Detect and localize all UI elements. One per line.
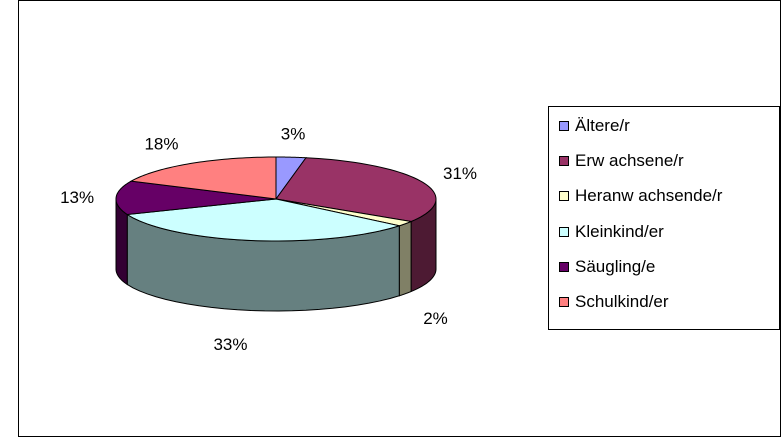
data-label: 13% (60, 188, 94, 207)
legend-swatch (559, 191, 569, 201)
legend-item: Kleinkind/er (559, 222, 664, 242)
legend-swatch (559, 297, 569, 307)
legend-label: Heranw achsende/r (575, 186, 723, 205)
pie-labels: 3% 31% 2% 33% 13% 18% (60, 124, 477, 354)
legend-swatch (559, 121, 569, 131)
legend-label: Ältere/r (575, 116, 630, 135)
pie-slice (115, 180, 277, 215)
pie-top-faces (115, 156, 437, 242)
legend-label: Kleinkind/er (575, 222, 664, 241)
pie-side-wall (398, 220, 412, 297)
legend-item: Ältere/r (559, 116, 630, 136)
pie-slice (129, 156, 277, 200)
pie-side-walls (115, 198, 437, 312)
pie-slice (275, 198, 413, 227)
legend-item: Schulkind/er (559, 292, 669, 312)
data-label: 33% (213, 335, 247, 354)
legend-label: Säugling/e (575, 257, 656, 276)
legend-swatch (559, 227, 569, 237)
legend-swatch (559, 156, 569, 166)
data-label: 18% (144, 134, 178, 153)
legend-item: Heranw achsende/r (559, 186, 722, 206)
legend-item: Säugling/e (559, 257, 655, 277)
legend-item: Erw achsene/r (559, 151, 684, 171)
pie-slice (125, 198, 402, 242)
legend-label: Erw achsene/r (575, 151, 684, 170)
data-label: 3% (281, 124, 306, 143)
legend-label: Schulkind/er (575, 292, 669, 311)
data-label: 31% (443, 164, 477, 183)
data-label: 2% (423, 309, 448, 328)
legend: Ältere/r Erw achsene/r Heranw achsende/r… (548, 106, 780, 330)
legend-swatch (559, 262, 569, 272)
